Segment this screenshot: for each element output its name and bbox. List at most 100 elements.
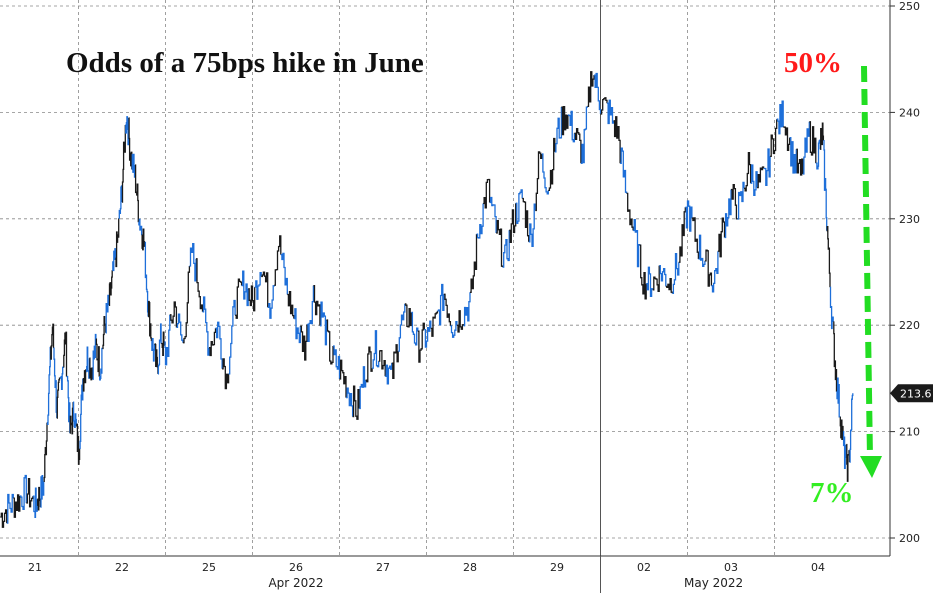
series-segment bbox=[293, 308, 301, 344]
series-segment bbox=[19, 474, 27, 511]
x-tick-label: 21 bbox=[28, 561, 42, 574]
series-segment bbox=[849, 393, 854, 463]
series-segment bbox=[698, 234, 706, 268]
arrow-shaft bbox=[861, 65, 873, 459]
x-tick-label: 03 bbox=[724, 561, 738, 574]
series-segment bbox=[685, 200, 693, 232]
series-segment bbox=[731, 184, 739, 220]
series-segment bbox=[522, 197, 530, 242]
series-segment bbox=[300, 324, 308, 361]
series-segment bbox=[26, 477, 34, 508]
series-segment bbox=[6, 493, 14, 524]
series-segment bbox=[809, 121, 817, 164]
series-segment bbox=[365, 346, 373, 383]
series-segment bbox=[846, 443, 851, 482]
series-segment bbox=[37, 486, 42, 511]
series-segment bbox=[580, 106, 589, 164]
series-segment bbox=[502, 230, 510, 268]
series-segment bbox=[261, 271, 269, 308]
series-segment bbox=[820, 122, 825, 151]
series-segment bbox=[796, 148, 804, 176]
series-segment bbox=[826, 226, 831, 288]
series-segment bbox=[776, 100, 784, 135]
series-segment bbox=[235, 278, 243, 319]
series-segment bbox=[404, 303, 412, 328]
series-segment bbox=[138, 218, 143, 236]
x-tick-label: 22 bbox=[115, 561, 129, 574]
series-segment bbox=[352, 385, 360, 420]
series-segment bbox=[437, 283, 445, 326]
series-segment bbox=[82, 369, 87, 392]
down-arrow-icon bbox=[860, 65, 882, 478]
series-segment bbox=[280, 252, 288, 295]
series-segment bbox=[515, 189, 523, 224]
series-segment bbox=[0, 509, 8, 528]
series-segment bbox=[13, 494, 21, 518]
series-segment bbox=[86, 346, 91, 379]
series-segment bbox=[548, 137, 556, 192]
last-value-tag bbox=[890, 384, 933, 403]
y-tick-label: 240 bbox=[899, 106, 920, 119]
x-tick-label: 25 bbox=[202, 561, 216, 574]
series-segment bbox=[125, 116, 130, 146]
series-segment bbox=[141, 228, 146, 251]
series-segment bbox=[108, 270, 113, 306]
series-segment bbox=[823, 140, 828, 231]
series-segment bbox=[665, 277, 673, 294]
chart-title: Odds of a 75bps hike in June bbox=[66, 47, 424, 79]
series-segment bbox=[56, 377, 61, 419]
y-axis: 200 210 220 230 240 250 bbox=[889, 0, 920, 556]
series-segment bbox=[196, 258, 204, 312]
series-segment bbox=[131, 153, 136, 178]
series-segment bbox=[151, 337, 156, 362]
series-segment bbox=[157, 323, 162, 375]
series-segment bbox=[535, 151, 543, 212]
series-segment bbox=[600, 97, 608, 115]
series-segment bbox=[757, 166, 765, 189]
arrow-head bbox=[860, 456, 882, 478]
series-segment bbox=[509, 203, 517, 243]
series-segment bbox=[528, 203, 536, 248]
series-segment bbox=[189, 242, 197, 282]
series-segment bbox=[169, 301, 178, 328]
month-label: Apr 2022 bbox=[268, 576, 323, 590]
series-segment bbox=[161, 331, 166, 357]
series-segment bbox=[222, 358, 230, 390]
series-segment bbox=[496, 220, 504, 268]
series-segment bbox=[66, 375, 71, 434]
series-segment bbox=[112, 248, 117, 272]
series-segment bbox=[209, 328, 217, 357]
series-segment bbox=[306, 285, 315, 342]
series-segment bbox=[241, 270, 249, 307]
series-segment bbox=[652, 265, 660, 293]
price-series bbox=[0, 71, 854, 528]
series-segment bbox=[554, 107, 563, 153]
series-segment bbox=[424, 320, 432, 348]
series-segment bbox=[430, 310, 439, 337]
series-segment bbox=[79, 378, 84, 450]
series-segment bbox=[567, 110, 576, 143]
series-segment bbox=[182, 266, 191, 344]
series-segment bbox=[46, 346, 51, 425]
series-segment bbox=[836, 377, 841, 418]
series-segment bbox=[717, 217, 726, 258]
series-segment bbox=[737, 181, 745, 220]
series-segment bbox=[839, 416, 844, 440]
last-value-label: 213.6 bbox=[900, 387, 932, 400]
series-segment bbox=[274, 235, 282, 286]
series-segment bbox=[378, 350, 386, 377]
series-segment bbox=[541, 153, 549, 195]
series-segment bbox=[483, 178, 491, 209]
series-segment bbox=[105, 294, 110, 334]
series-segment bbox=[176, 313, 184, 343]
series-segment bbox=[613, 116, 621, 164]
series-segment bbox=[574, 128, 582, 164]
series-segment bbox=[121, 125, 126, 203]
series-segment bbox=[128, 117, 133, 170]
series-segment bbox=[59, 366, 64, 390]
series-segment bbox=[594, 72, 602, 114]
series-segment bbox=[92, 333, 97, 380]
series-segment bbox=[63, 331, 68, 377]
series-segment bbox=[763, 148, 771, 187]
series-segment bbox=[783, 126, 791, 151]
